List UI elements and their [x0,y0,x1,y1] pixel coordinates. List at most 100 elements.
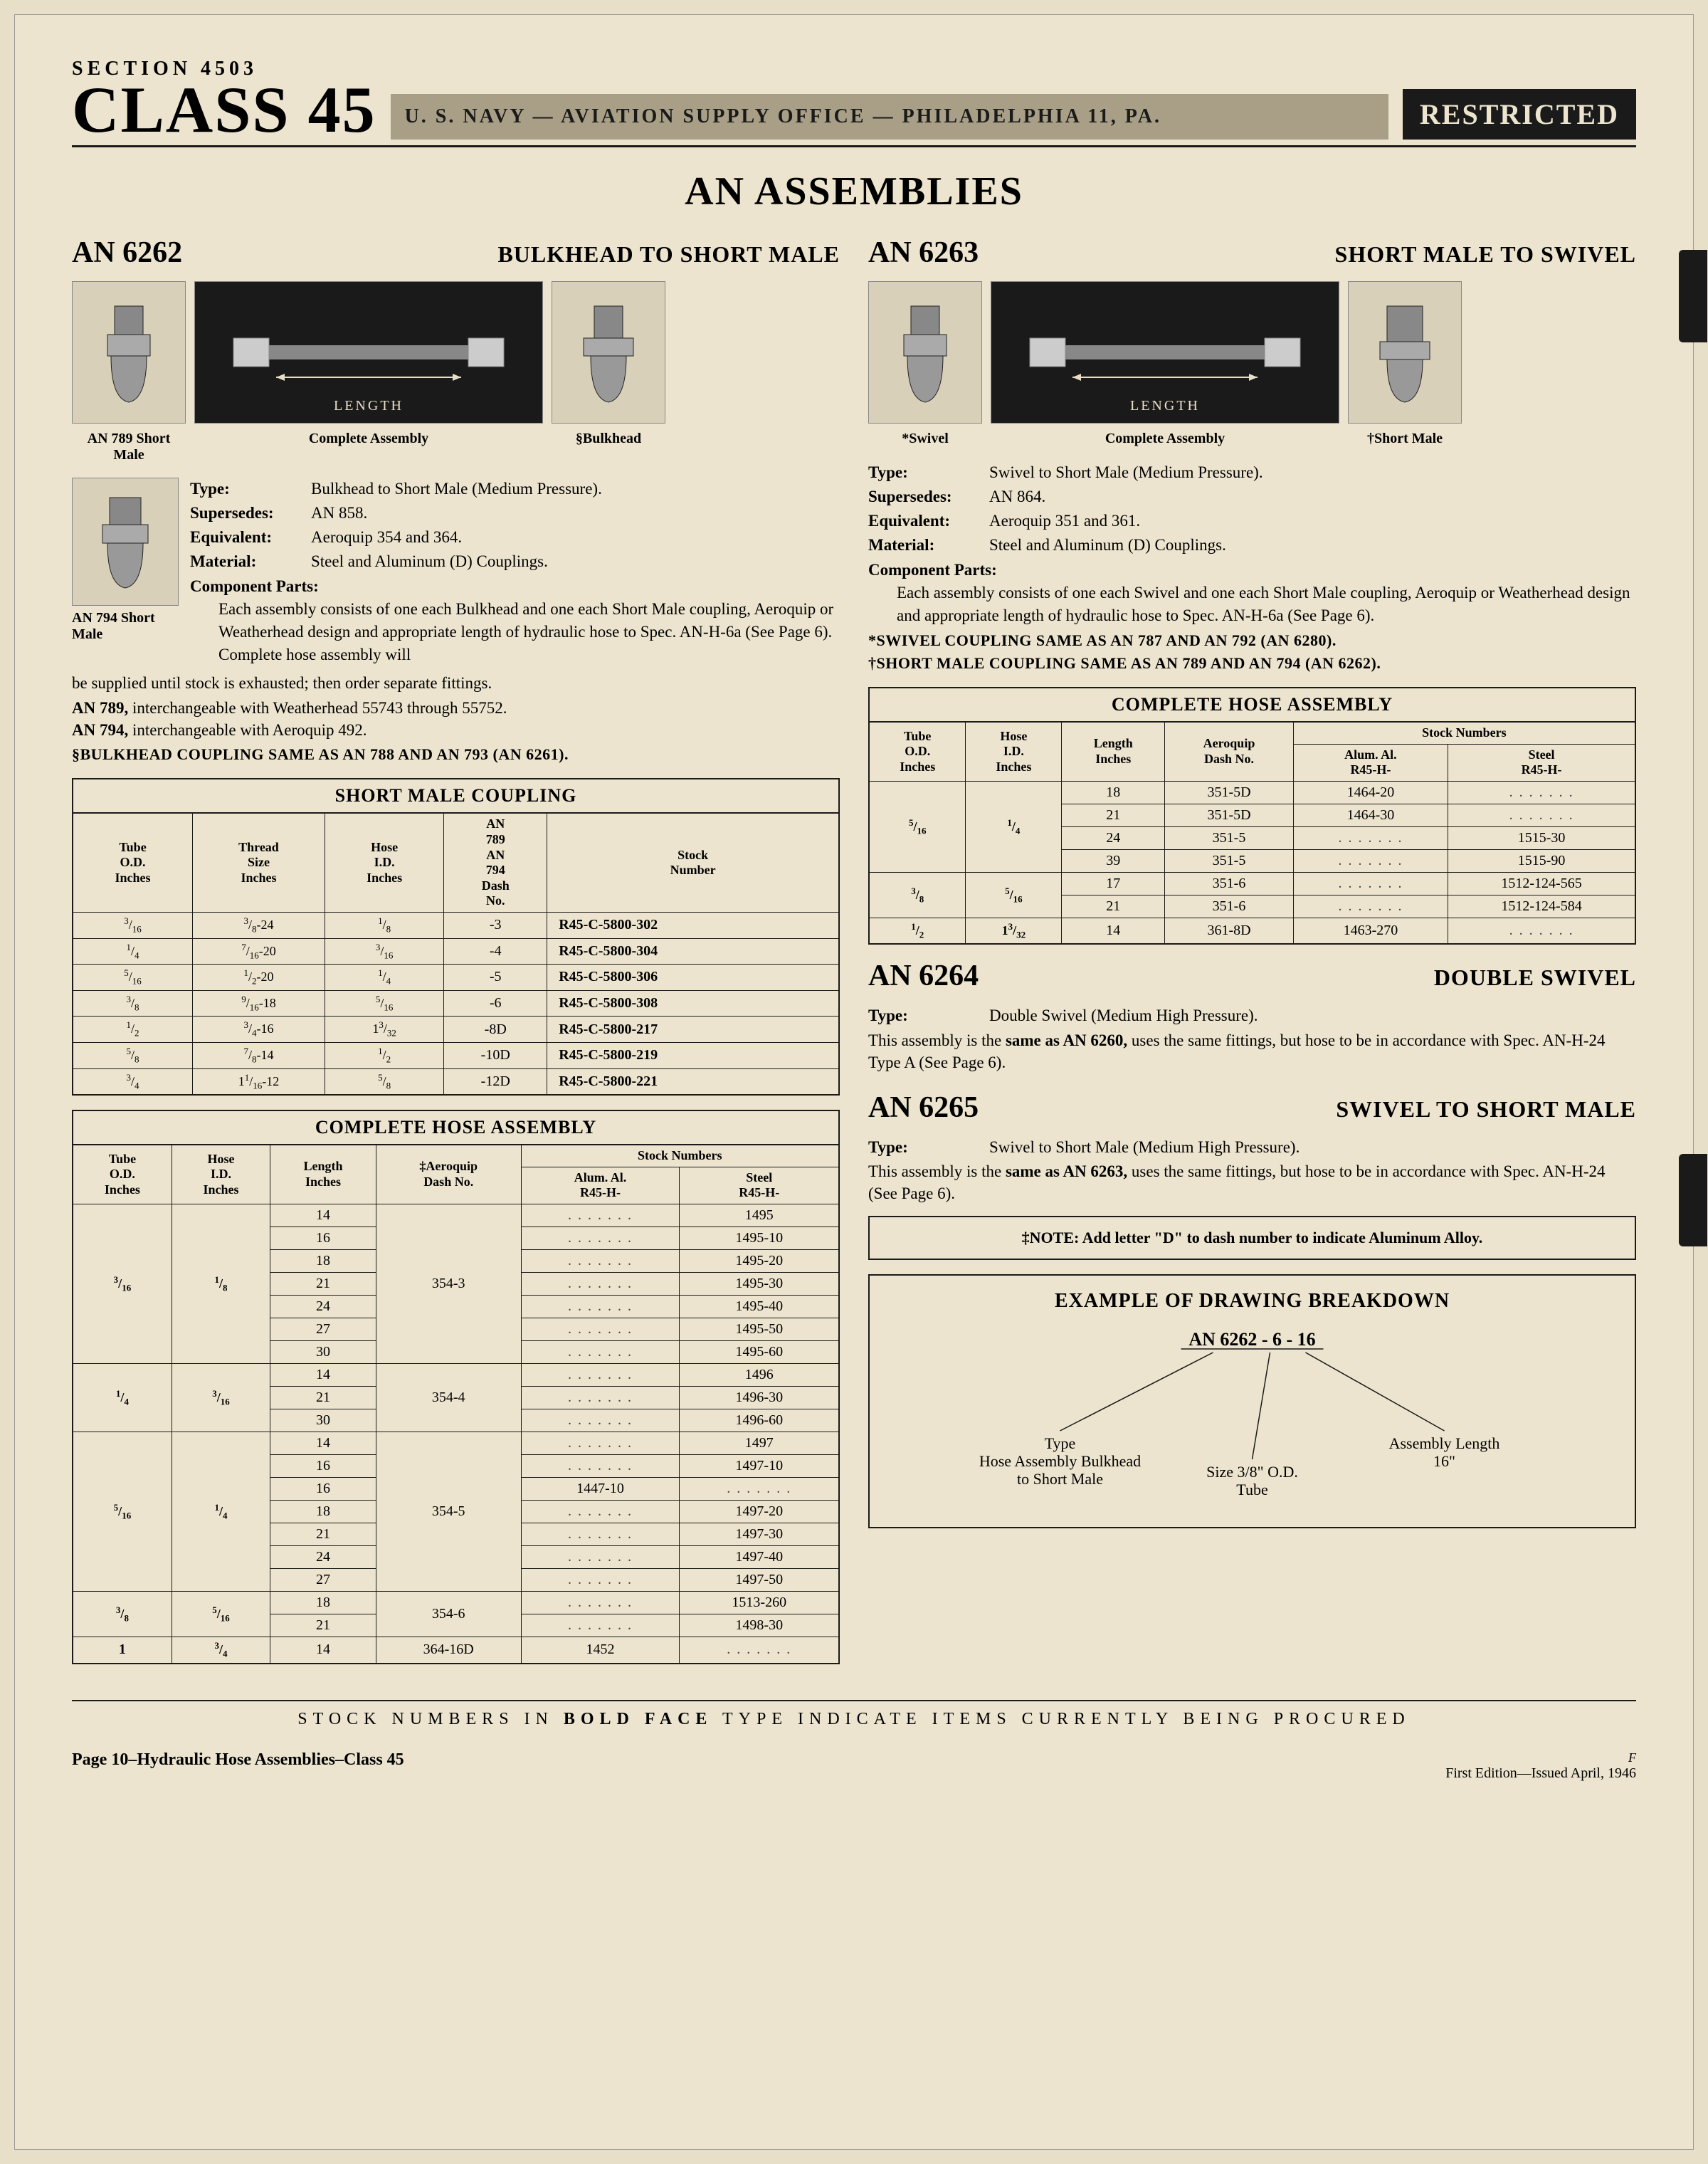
complete-hose-assembly-table-right: COMPLETE HOSE ASSEMBLY TubeO.D.Inches Ho… [868,687,1636,945]
caption: AN 794 Short Male [72,610,179,643]
table-header: StockNumber [547,813,839,912]
table-caption: SHORT MALE COUPLING [72,778,840,812]
table-row: 13/414364-16D1452. . . . . . . [73,1637,839,1663]
table-caption: COMPLETE HOSE ASSEMBLY [72,1110,840,1144]
right-column: AN 6263 SHORT MALE TO SWIVEL [868,236,1636,1679]
an-6265-number: AN 6265 [868,1091,979,1125]
bulkhead-note: §BULKHEAD COUPLING SAME AS AN 788 AND AN… [72,745,840,764]
table-header: AN789AN794DashNo. [444,813,547,912]
swivel-note: *SWIVEL COUPLING SAME AS AN 787 AND AN 7… [868,631,1636,650]
example-title: EXAMPLE OF DRAWING BREAKDOWN [884,1290,1620,1313]
table-header: ThreadSizeInches [193,813,325,912]
table-row: 3/89/16-185/16-6R45-C-5800-308 [73,990,839,1017]
caption: §Bulkhead [552,431,665,463]
table-row: 3/161/814354-3. . . . . . .1495 [73,1204,839,1227]
swivel-image [868,281,982,424]
svg-text:Size 3/8" O.D.: Size 3/8" O.D. [1206,1463,1298,1481]
edition: First Edition—Issued April, 1946 [1445,1765,1636,1782]
table-row: 3/85/1617351-6. . . . . . .1512-124-565 [869,872,1635,895]
table-row: 3/411/16-125/8-12DR45-C-5800-221 [73,1068,839,1095]
svg-text:Assembly Length: Assembly Length [1389,1434,1500,1452]
table-caption: COMPLETE HOSE ASSEMBLY [868,687,1636,721]
table-row: 1/47/16-203/16-4R45-C-5800-304 [73,938,839,965]
an-6262-images: LENGTH [72,281,840,424]
an-6264-number: AN 6264 [868,959,979,993]
binding-tab [1679,1154,1707,1246]
spec-supersedes: AN 864. [989,485,1045,508]
caption: *Swivel [868,431,982,447]
table-header: TubeO.D.Inches [73,813,193,912]
comp-text: Each assembly consists of one each Bulkh… [218,598,840,667]
an6264-type: Double Swivel (Medium High Pressure). [989,1004,1258,1027]
an-6264-title: DOUBLE SWIVEL [1434,965,1636,991]
svg-text:16": 16" [1433,1452,1455,1470]
spec-material: Steel and Aluminum (D) Couplings. [311,550,548,573]
footer-rule: STOCK NUMBERS IN BOLD FACE TYPE INDICATE… [72,1700,1636,1729]
caption: Complete Assembly [194,431,543,463]
an6265-type: Swivel to Short Male (Medium High Pressu… [989,1136,1300,1159]
an-6262-specs: Type:Bulkhead to Short Male (Medium Pres… [190,478,840,667]
example-code: AN 6262 - 6 - 16 [1188,1329,1315,1350]
table-row: 5/161/418351-5D1464-20. . . . . . . [869,781,1635,804]
table-row: 5/87/8-141/2-10DR45-C-5800-219 [73,1042,839,1068]
header-bar: U. S. NAVY — AVIATION SUPPLY OFFICE — PH… [391,94,1388,140]
spec-type: Swivel to Short Male (Medium Pressure). [989,461,1263,484]
binding-tab [1679,250,1707,342]
table-row: 5/161/2-201/4-5R45-C-5800-306 [73,965,839,991]
table-row: 3/85/1618354-6. . . . . . .1513-260 [73,1591,839,1614]
an-6263-title: SHORT MALE TO SWIVEL [1335,241,1636,268]
svg-text:to Short Male: to Short Male [1017,1470,1103,1488]
short-male-coupling-table: SHORT MALE COUPLING TubeO.D.InchesThread… [72,778,840,1096]
table-row: 1/43/1614354-4. . . . . . .1496 [73,1363,839,1386]
dash-note: ‡NOTE: Add letter "D" to dash number to … [868,1216,1636,1260]
complete-hose-assembly-table-left: COMPLETE HOSE ASSEMBLY TubeO.D.Inches Ho… [72,1110,840,1664]
an-6262-title: BULKHEAD TO SHORT MALE [497,241,840,268]
comp-cont: be supplied until stock is exhausted; th… [72,672,840,694]
length-label: LENGTH [334,398,404,414]
spec-supersedes: AN 858. [311,502,367,525]
class-number: CLASS 45 [72,80,376,140]
spec-material: Steel and Aluminum (D) Couplings. [989,534,1226,557]
table-row: 1/23/4-1613/32-8DR45-C-5800-217 [73,1017,839,1043]
svg-text:Type: Type [1045,1434,1076,1452]
bulkhead-image [552,281,665,424]
page-number: Page 10–Hydraulic Hose Assemblies–Class … [72,1750,404,1782]
main-title: AN ASSEMBLIES [72,169,1636,214]
caption: Complete Assembly [991,431,1339,447]
restricted-label: RESTRICTED [1403,89,1636,140]
table-header: HoseI.D.Inches [325,813,443,912]
svg-text:Tube: Tube [1236,1481,1267,1498]
page-header: SECTION 4503 CLASS 45 U. S. NAVY — AVIAT… [72,58,1636,147]
an-6263-number: AN 6263 [868,236,979,270]
assembly-image: LENGTH [194,281,543,424]
length-label: LENGTH [1130,398,1200,414]
an-6265-title: SWIVEL TO SHORT MALE [1336,1096,1636,1123]
an-6263-images: LENGTH [868,281,1636,424]
short-male-image [1348,281,1462,424]
footer-f: F [1445,1750,1636,1765]
caption: AN 789 Short Male [72,431,186,463]
spec-equivalent: Aeroquip 351 and 361. [989,510,1140,532]
short-male-image [72,281,186,424]
left-column: AN 6262 BULKHEAD TO SHORT MALE [72,236,840,1679]
page-footer: Page 10–Hydraulic Hose Assemblies–Class … [72,1750,1636,1782]
an-6262-number: AN 6262 [72,236,182,270]
table-row: 5/161/414354-5. . . . . . .1497 [73,1432,839,1454]
assembly-image: LENGTH [991,281,1339,424]
an789-note: interchangeable with Weatherhead 55743 t… [132,699,507,717]
table-row: 1/213/3214361-8D1463-270. . . . . . . [869,918,1635,944]
an794-image [72,478,179,606]
spec-equivalent: Aeroquip 354 and 364. [311,526,462,549]
spec-type: Bulkhead to Short Male (Medium Pressure)… [311,478,602,500]
comp-text: Each assembly consists of one each Swive… [897,582,1636,627]
an-6263-specs: Type:Swivel to Short Male (Medium Pressu… [868,461,1636,627]
an794-note: interchangeable with Aeroquip 492. [132,721,367,739]
drawing-breakdown-example: EXAMPLE OF DRAWING BREAKDOWN AN 6262 - 6… [868,1274,1636,1528]
caption: †Short Male [1348,431,1462,447]
catalog-page: SECTION 4503 CLASS 45 U. S. NAVY — AVIAT… [14,14,1694,2150]
comp-title: Component Parts: [190,577,319,595]
short-note: †SHORT MALE COUPLING SAME AS AN 789 AND … [868,654,1636,673]
comp-title: Component Parts: [868,561,997,579]
table-row: 3/163/8-241/8-3R45-C-5800-302 [73,913,839,939]
svg-text:Hose Assembly Bulkhead: Hose Assembly Bulkhead [979,1452,1141,1470]
